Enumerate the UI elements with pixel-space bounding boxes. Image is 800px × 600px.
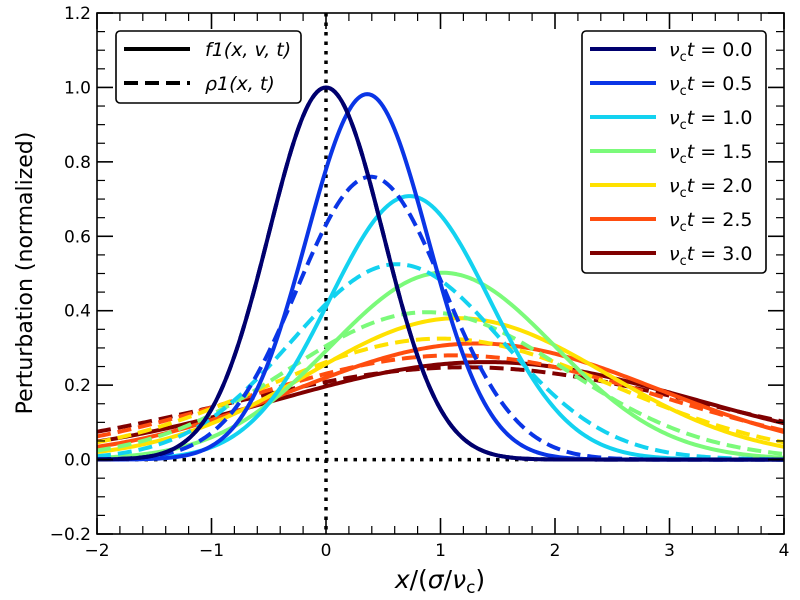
legend-linestyle-label: ρ1(x, t) [205, 73, 275, 95]
legend-time-label: νct = 0.0 [669, 39, 752, 65]
y-tick-label: 1.0 [64, 78, 91, 98]
y-tick-label: 0.8 [64, 153, 91, 173]
legend-time-label: νct = 2.5 [669, 209, 752, 235]
legend-linestyle: f1(x, v, t) ρ1(x, t) [115, 30, 302, 104]
y-axis-label: Perturbation (normalized) [13, 132, 38, 415]
x-axis-label: x/(σ/νc) [394, 565, 485, 598]
y-tick-label: −0.2 [50, 525, 91, 545]
y-tick-label: 0.4 [64, 302, 91, 322]
f1-curve-t2.5 [97, 341, 784, 449]
f1-curve-t2.0 [97, 316, 784, 455]
legend-time-frame [581, 30, 767, 274]
series-layer [97, 85, 784, 462]
legend-time-label: νct = 2.0 [669, 175, 752, 201]
x-tick-label: 0 [321, 541, 332, 561]
y-tick-label: 1.2 [64, 4, 91, 24]
legend-time-label: νct = 3.0 [669, 243, 752, 269]
x-tick-label: 2 [550, 541, 561, 561]
ticks: −2 −1 0 1 2 3 4 −0.2 0.0 0.2 0.4 0.6 0.8 1.0 1.2 [50, 4, 790, 561]
x-tick-label: 4 [779, 541, 790, 561]
y-tick-label: 0.6 [64, 227, 91, 247]
rho1-curve-t1.5 [97, 310, 784, 456]
f1-curve-t0.0 [97, 85, 784, 462]
x-tick-label: −2 [84, 541, 109, 561]
legend-time-label: νct = 1.5 [669, 141, 752, 167]
f1-curve-t1.5 [97, 270, 784, 460]
legend-time: νct = 0.0 νct = 0.5 νct = 1.0 νct = 1.5 νct … [581, 30, 767, 274]
x-tick-label: −1 [199, 541, 224, 561]
x-tick-label: 3 [664, 541, 675, 561]
legend-time-label: νct = 1.0 [669, 107, 752, 133]
x-tick-label: 1 [435, 541, 446, 561]
legend-time-label: νct = 0.5 [669, 73, 752, 99]
y-tick-label: 0.2 [64, 376, 91, 396]
legend-linestyle-label: f1(x, v, t) [205, 39, 291, 61]
y-tick-label: 0.0 [64, 451, 91, 471]
